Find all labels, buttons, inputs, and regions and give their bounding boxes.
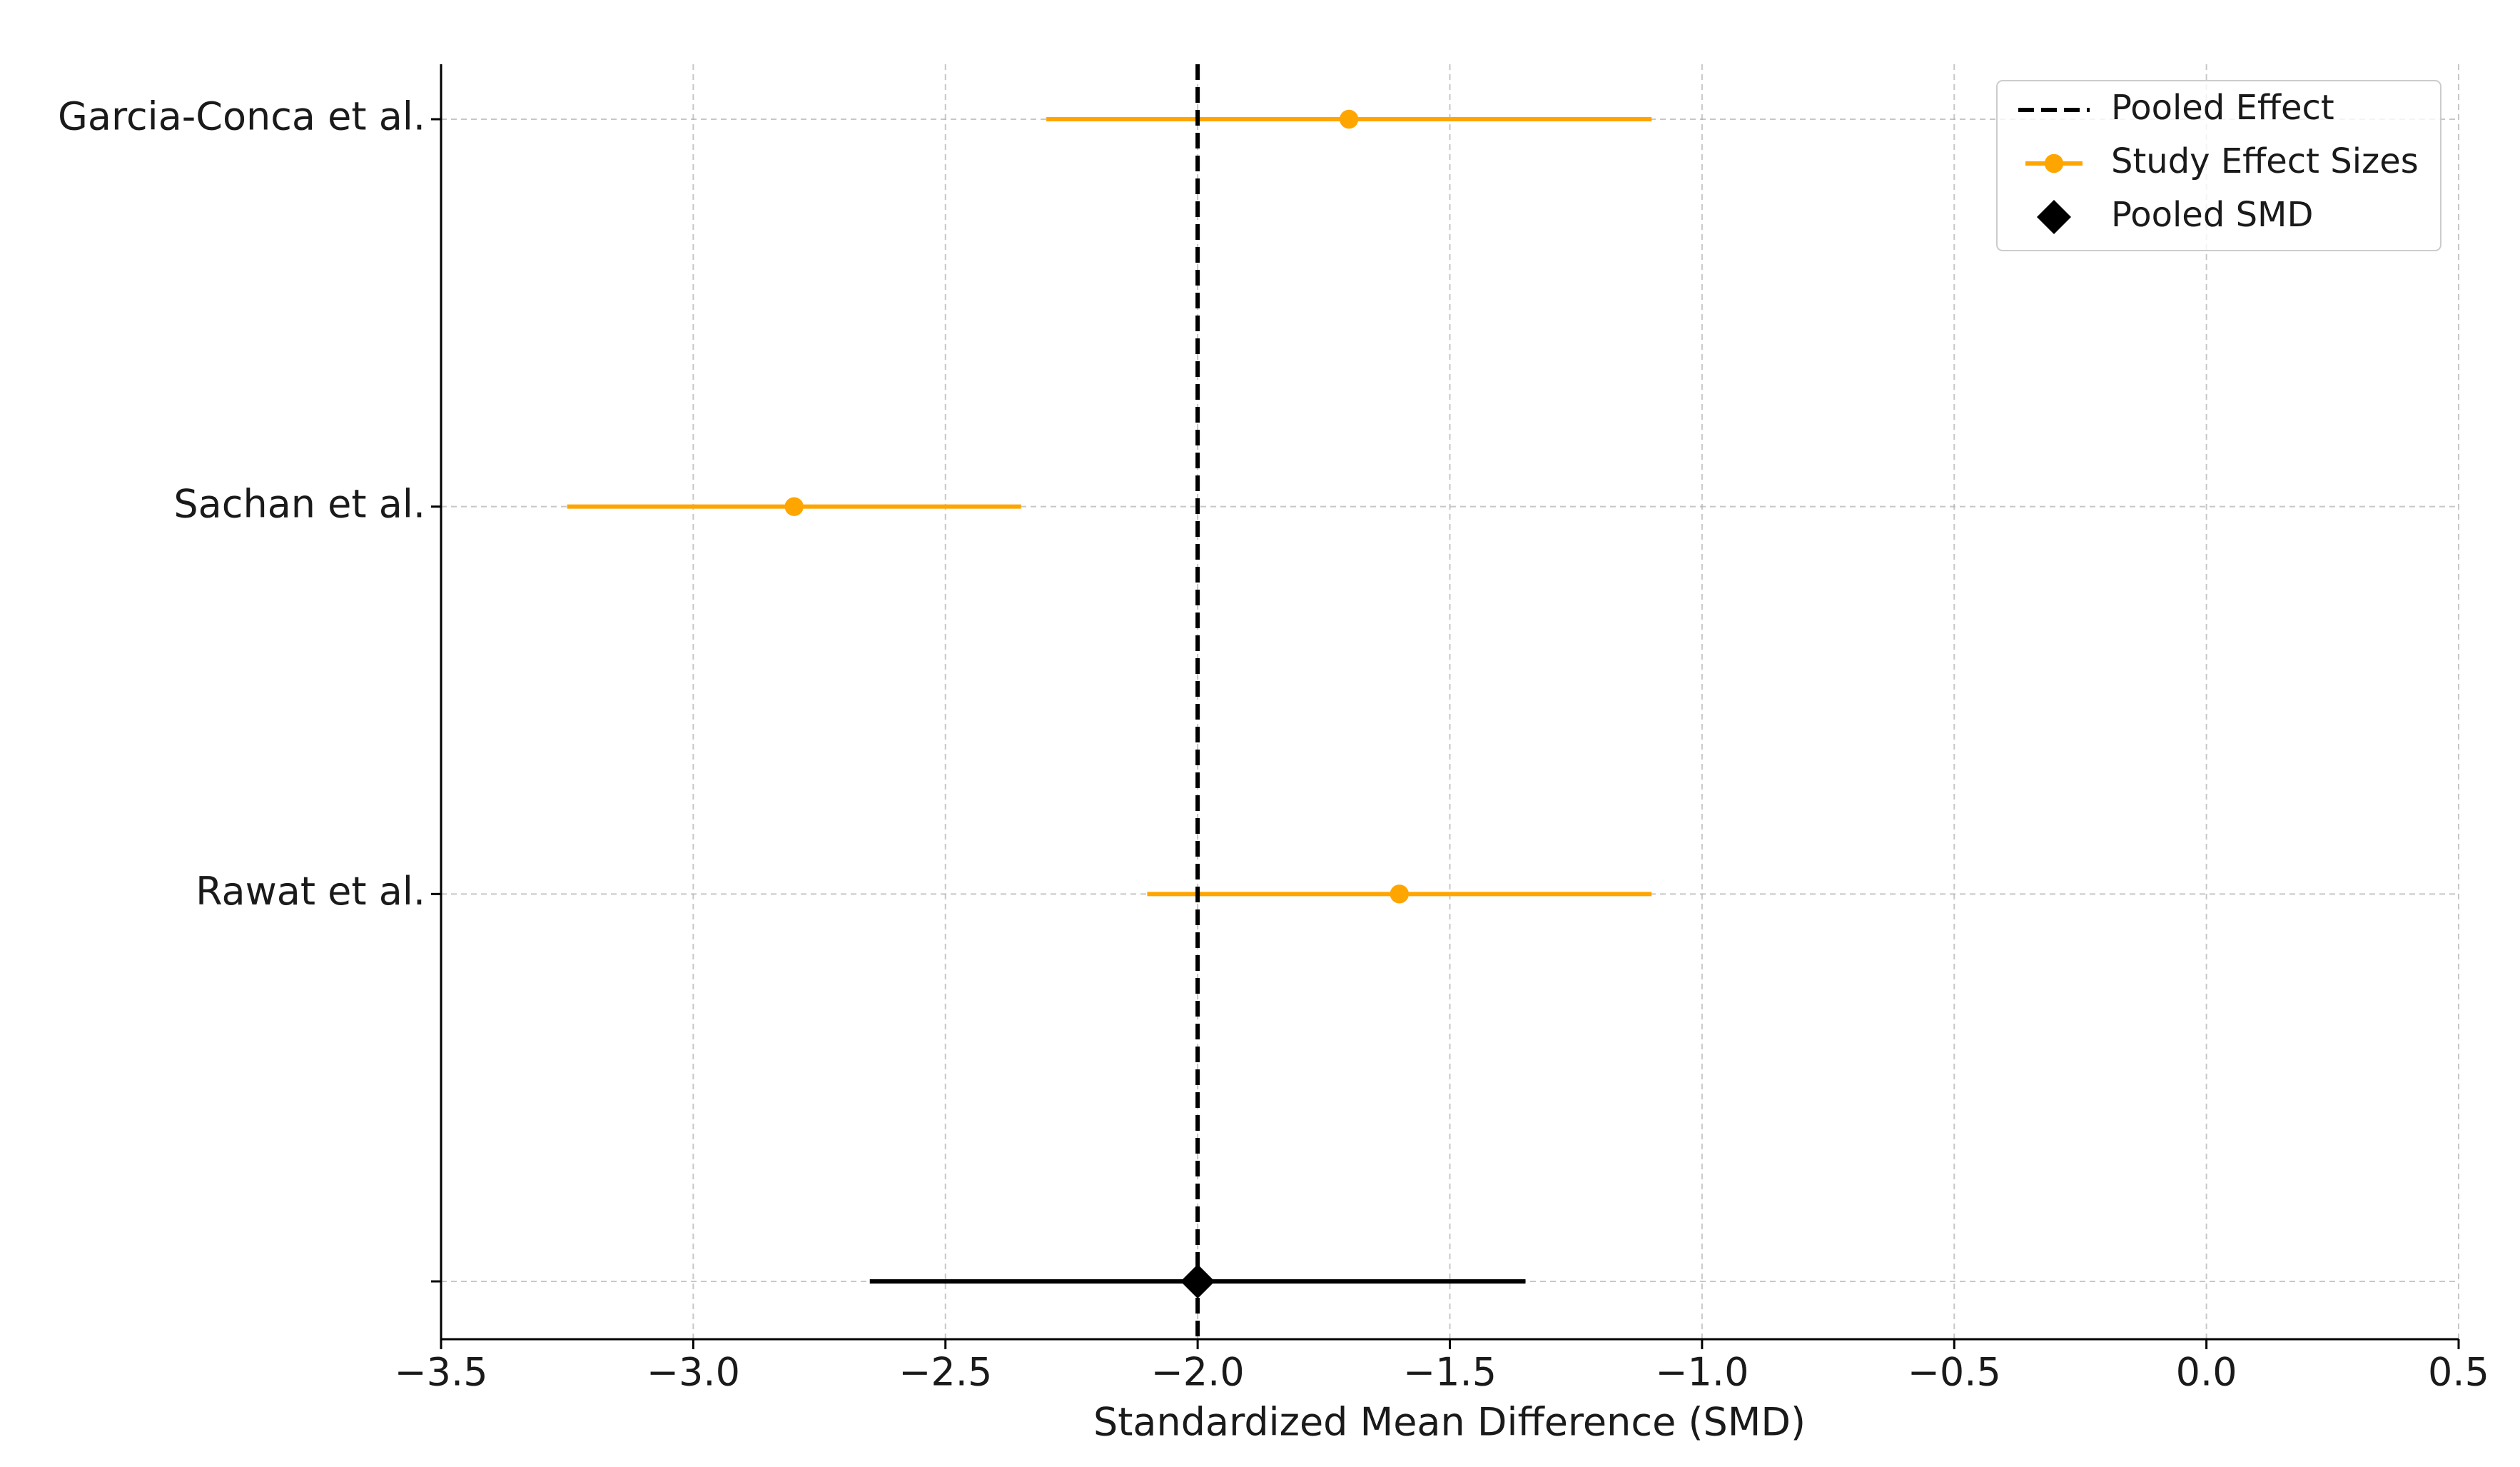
point — [1180, 1264, 1215, 1299]
x-axis-label: Standardized Mean Difference (SMD) — [1093, 1400, 1806, 1445]
x-tick-label: 0.5 — [2428, 1350, 2489, 1395]
x-tick-label: 0.0 — [2176, 1350, 2237, 1395]
y-tick-label: Garcia-Conca et al. — [58, 94, 425, 139]
y-tick-label: Sachan et al. — [173, 481, 425, 526]
point — [1339, 109, 1359, 129]
x-tick-label: −2.5 — [899, 1350, 992, 1395]
x-tick-label: −3.0 — [647, 1350, 740, 1395]
legend-box — [1996, 80, 2441, 251]
x-tick-label: −0.5 — [1908, 1350, 2001, 1395]
legend-label: Pooled SMD — [2111, 195, 2313, 235]
legend-marker — [2044, 153, 2064, 173]
point — [1390, 884, 1410, 904]
legend: Pooled Effect Study Effect Sizes Pooled SM… — [1996, 80, 2441, 251]
legend-label: Study Effect Sizes — [2111, 141, 2419, 181]
x-tick-label: −2.0 — [1151, 1350, 1245, 1395]
x-tick-label: −1.5 — [1403, 1350, 1497, 1395]
point — [784, 497, 804, 516]
legend-marker — [2037, 200, 2071, 234]
x-tick-label: −3.5 — [394, 1350, 487, 1395]
y-tick-label: Rawat et al. — [196, 869, 425, 914]
legend-label: Pooled Effect — [2111, 88, 2334, 128]
x-tick-label: −1.0 — [1655, 1350, 1749, 1395]
